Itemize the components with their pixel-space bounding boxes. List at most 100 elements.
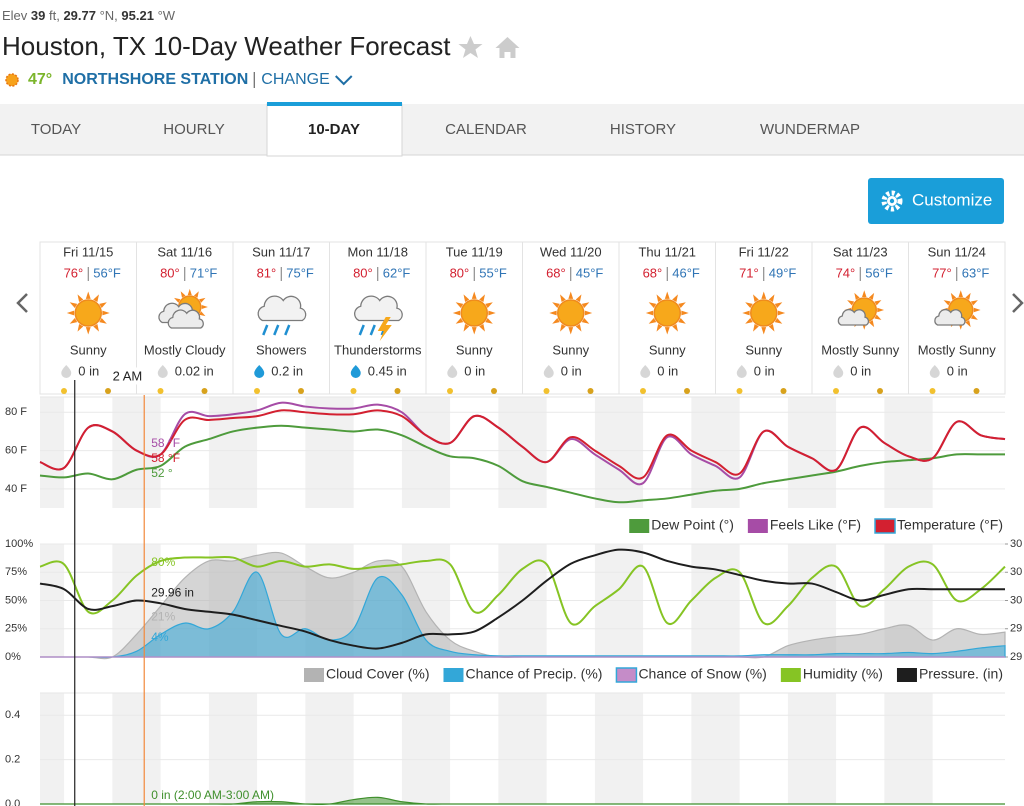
- sun-ray: [753, 294, 759, 303]
- cursor-label: 2 AM: [113, 368, 143, 383]
- legend-swatch: [780, 668, 801, 682]
- sun-ray: [99, 317, 107, 324]
- day-date: Thu 11/21: [638, 244, 696, 259]
- day-precip: 0.02 in: [175, 363, 214, 378]
- sun-ray: [199, 311, 206, 317]
- day-column[interactable]: Sun 11/24 77° 63°F Mostly Sunny 0 in: [908, 241, 1006, 395]
- cursor-readout: 0 in (2:00 AM-3:00 AM): [151, 788, 274, 802]
- day-column[interactable]: Sat 11/23 74° 56°F Mostly Sunny 0 in: [811, 241, 909, 395]
- sunset-dot: [298, 388, 304, 394]
- cursor-readout: 52 °: [151, 466, 173, 480]
- night-stripe: [112, 693, 161, 804]
- sun-ray: [180, 291, 186, 298]
- cloud: [354, 295, 403, 322]
- customize-label[interactable]: Customize: [912, 190, 992, 209]
- day-condition: Sunny: [745, 342, 782, 357]
- day-column[interactable]: Thu 11/21 68° 46°F Sunny 0 in: [618, 241, 716, 395]
- sun-ray: [568, 327, 574, 335]
- tab[interactable]: 10-DAY: [308, 121, 360, 138]
- cursor-readout: 58 °F: [151, 436, 180, 450]
- sun-ray: [672, 323, 678, 332]
- night-stripe: [787, 693, 837, 804]
- sunrise-dot: [640, 388, 646, 394]
- next-arrow[interactable]: [1012, 293, 1024, 313]
- y-tick-label: 100%: [5, 538, 33, 550]
- elevation-part: °W: [154, 8, 176, 23]
- precip-drop: [254, 365, 265, 378]
- day-column[interactable]: Tue 11/19 80° 55°F Sunny 0 in: [425, 241, 523, 395]
- station-name[interactable]: NORTHSHORE STATION: [62, 71, 248, 88]
- day-date: Sun 11/24: [928, 244, 986, 259]
- change-link[interactable]: CHANGE: [261, 71, 329, 88]
- day-high: 76°: [64, 265, 84, 280]
- cloud: [167, 309, 204, 329]
- day-column[interactable]: Mon 11/18 80° 62°F Thunderstorms 0.45 in: [329, 241, 427, 395]
- home-icon[interactable]: [495, 37, 520, 58]
- sunset-dot: [105, 388, 111, 394]
- sun-ray: [970, 314, 978, 320]
- gear-hole: [889, 198, 895, 204]
- elevation-part: ft,: [45, 8, 63, 23]
- night-stripe: [40, 693, 65, 804]
- sun-ray: [868, 320, 875, 328]
- tab[interactable]: HOURLY: [163, 121, 224, 138]
- sun-ray: [471, 327, 477, 335]
- tab[interactable]: CALENDAR: [445, 121, 527, 138]
- night-stripe: [884, 693, 933, 804]
- sun-ray: [485, 317, 493, 324]
- day-column[interactable]: Sun 11/17 81° 75°F Showers 0.2 in: [232, 241, 330, 395]
- favorite-star[interactable]: [458, 36, 483, 58]
- sun-ray: [645, 310, 654, 316]
- legend-label: Humidity (%): [803, 666, 883, 682]
- day-condition: Mostly Sunny: [821, 342, 900, 357]
- day-low: 49°F: [769, 265, 797, 280]
- sun-disc: [750, 299, 778, 327]
- sunset-dot: [201, 388, 208, 394]
- day-column[interactable]: Fri 11/22 71° 49°F Sunny 0 in: [715, 241, 813, 395]
- precip-drop: [833, 365, 844, 378]
- precip-drop: [640, 365, 651, 378]
- night-stripe: [691, 693, 740, 804]
- legend-label: Feels Like (°F): [770, 517, 861, 533]
- sun-ray: [874, 314, 882, 320]
- legend-label: Chance of Snow (%): [638, 666, 766, 682]
- day-column[interactable]: Wed 11/20 68° 45°F Sunny 0 in: [522, 241, 620, 395]
- elevation-part: 95.21: [121, 8, 154, 23]
- sunrise-dot: [350, 388, 357, 394]
- cursor-readout: 29.96 in: [151, 586, 194, 600]
- sun-ray: [552, 317, 560, 324]
- tab[interactable]: HISTORY: [610, 121, 676, 138]
- day-low: 46°F: [672, 265, 700, 280]
- cursor-label-bg: [109, 367, 146, 385]
- night-stripe: [305, 693, 354, 804]
- sun-disc: [460, 299, 488, 327]
- tab[interactable]: WUNDERMAP: [760, 121, 860, 138]
- day-column[interactable]: Sat 11/16 80° 71°F Mostly Cloudy 0.02 in: [136, 241, 234, 395]
- sun-ray: [761, 291, 767, 299]
- series-line: [39, 548, 1005, 650]
- sunrise-dot: [157, 388, 164, 394]
- day-low: 55°F: [479, 265, 507, 280]
- day-condition: Showers: [256, 342, 307, 357]
- sun-ray: [965, 292, 971, 300]
- day-precip: 0.45 in: [368, 363, 407, 378]
- sun-ray: [549, 310, 557, 316]
- sunrise-dot: [61, 388, 67, 394]
- y-tick-label: 25%: [5, 623, 27, 635]
- y2-tick-label: 30: [1010, 594, 1022, 606]
- night-stripe: [401, 397, 451, 508]
- customize-button[interactable]: [868, 178, 1004, 224]
- tab[interactable]: TODAY: [31, 121, 81, 138]
- prev-arrow[interactable]: [16, 293, 28, 313]
- day-low: 56°F: [865, 265, 893, 280]
- day-date: Sat 11/23: [833, 244, 888, 259]
- sun-ray: [656, 294, 663, 303]
- day-date: Sun 11/17: [252, 244, 310, 259]
- sun-ray: [774, 302, 783, 309]
- rain-streak: [369, 324, 376, 336]
- night-stripe: [112, 397, 161, 508]
- tab-bar: [0, 104, 1024, 155]
- sunset-dot: [684, 388, 690, 394]
- sun-ray: [648, 317, 657, 324]
- sun-ray: [581, 302, 590, 309]
